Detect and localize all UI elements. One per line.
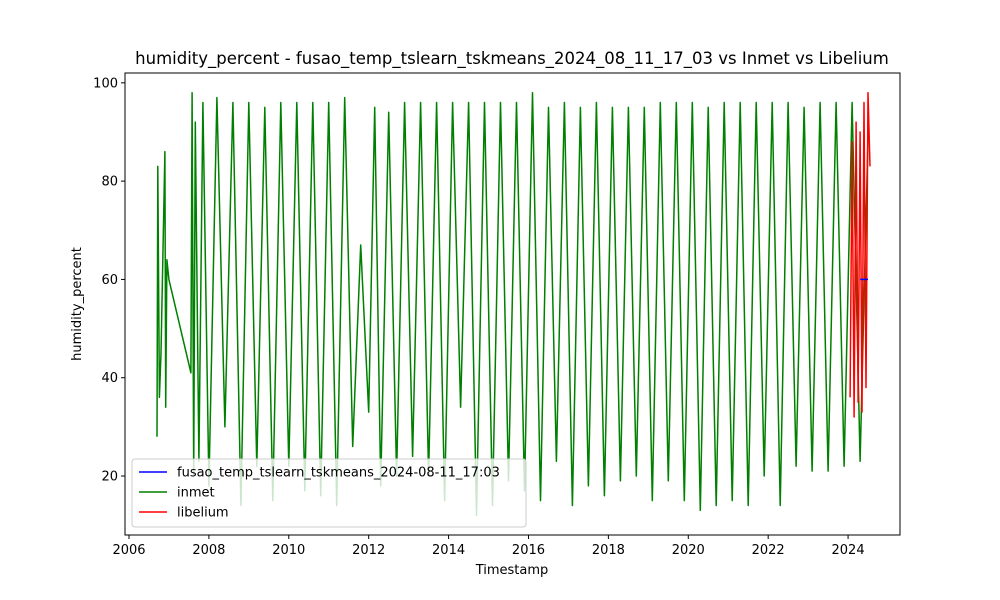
y-axis-title: humidity_percent: [70, 247, 85, 361]
legend-label: inmet: [177, 486, 215, 501]
y-axis: 20 40 60 80 100: [93, 76, 125, 485]
x-tick-label: 2018: [592, 543, 625, 558]
x-tick-label: 2016: [512, 543, 545, 558]
x-tick-label: 2024: [832, 543, 865, 558]
x-axis-title: Timestamp: [475, 563, 549, 578]
legend: fusao_temp_tslearn_tskmeans_2024-08-11_1…: [131, 458, 527, 528]
x-tick-label: 2022: [752, 543, 785, 558]
y-tick-label: 60: [101, 273, 118, 288]
y-tick-label: 100: [93, 76, 118, 91]
y-tick-label: 40: [101, 371, 118, 386]
x-tick-label: 2014: [432, 543, 465, 558]
x-tick-label: 2010: [272, 543, 305, 558]
legend-label: fusao_temp_tslearn_tskmeans_2024-08-11_1…: [177, 466, 500, 481]
x-axis: 2006 2008 2010 2012 2014 2016 2018 2020 2022 2024: [112, 535, 865, 558]
y-tick-label: 80: [101, 175, 118, 190]
x-tick-label: 2012: [352, 543, 385, 558]
series-line-libelium: [849, 91, 871, 418]
legend-label: libelium: [177, 506, 229, 521]
y-tick-label: 20: [101, 470, 118, 485]
chart-title: humidity_percent - fusao_temp_tslearn_ts…: [135, 49, 889, 69]
plot-content: [156, 91, 871, 517]
plot-frame: [124, 72, 901, 536]
x-tick-label: 2006: [112, 543, 145, 558]
x-tick-label: 2008: [192, 543, 225, 558]
legend-box: [131, 458, 527, 528]
series-line-inmet: [156, 91, 869, 517]
x-tick-label: 2020: [672, 543, 705, 558]
